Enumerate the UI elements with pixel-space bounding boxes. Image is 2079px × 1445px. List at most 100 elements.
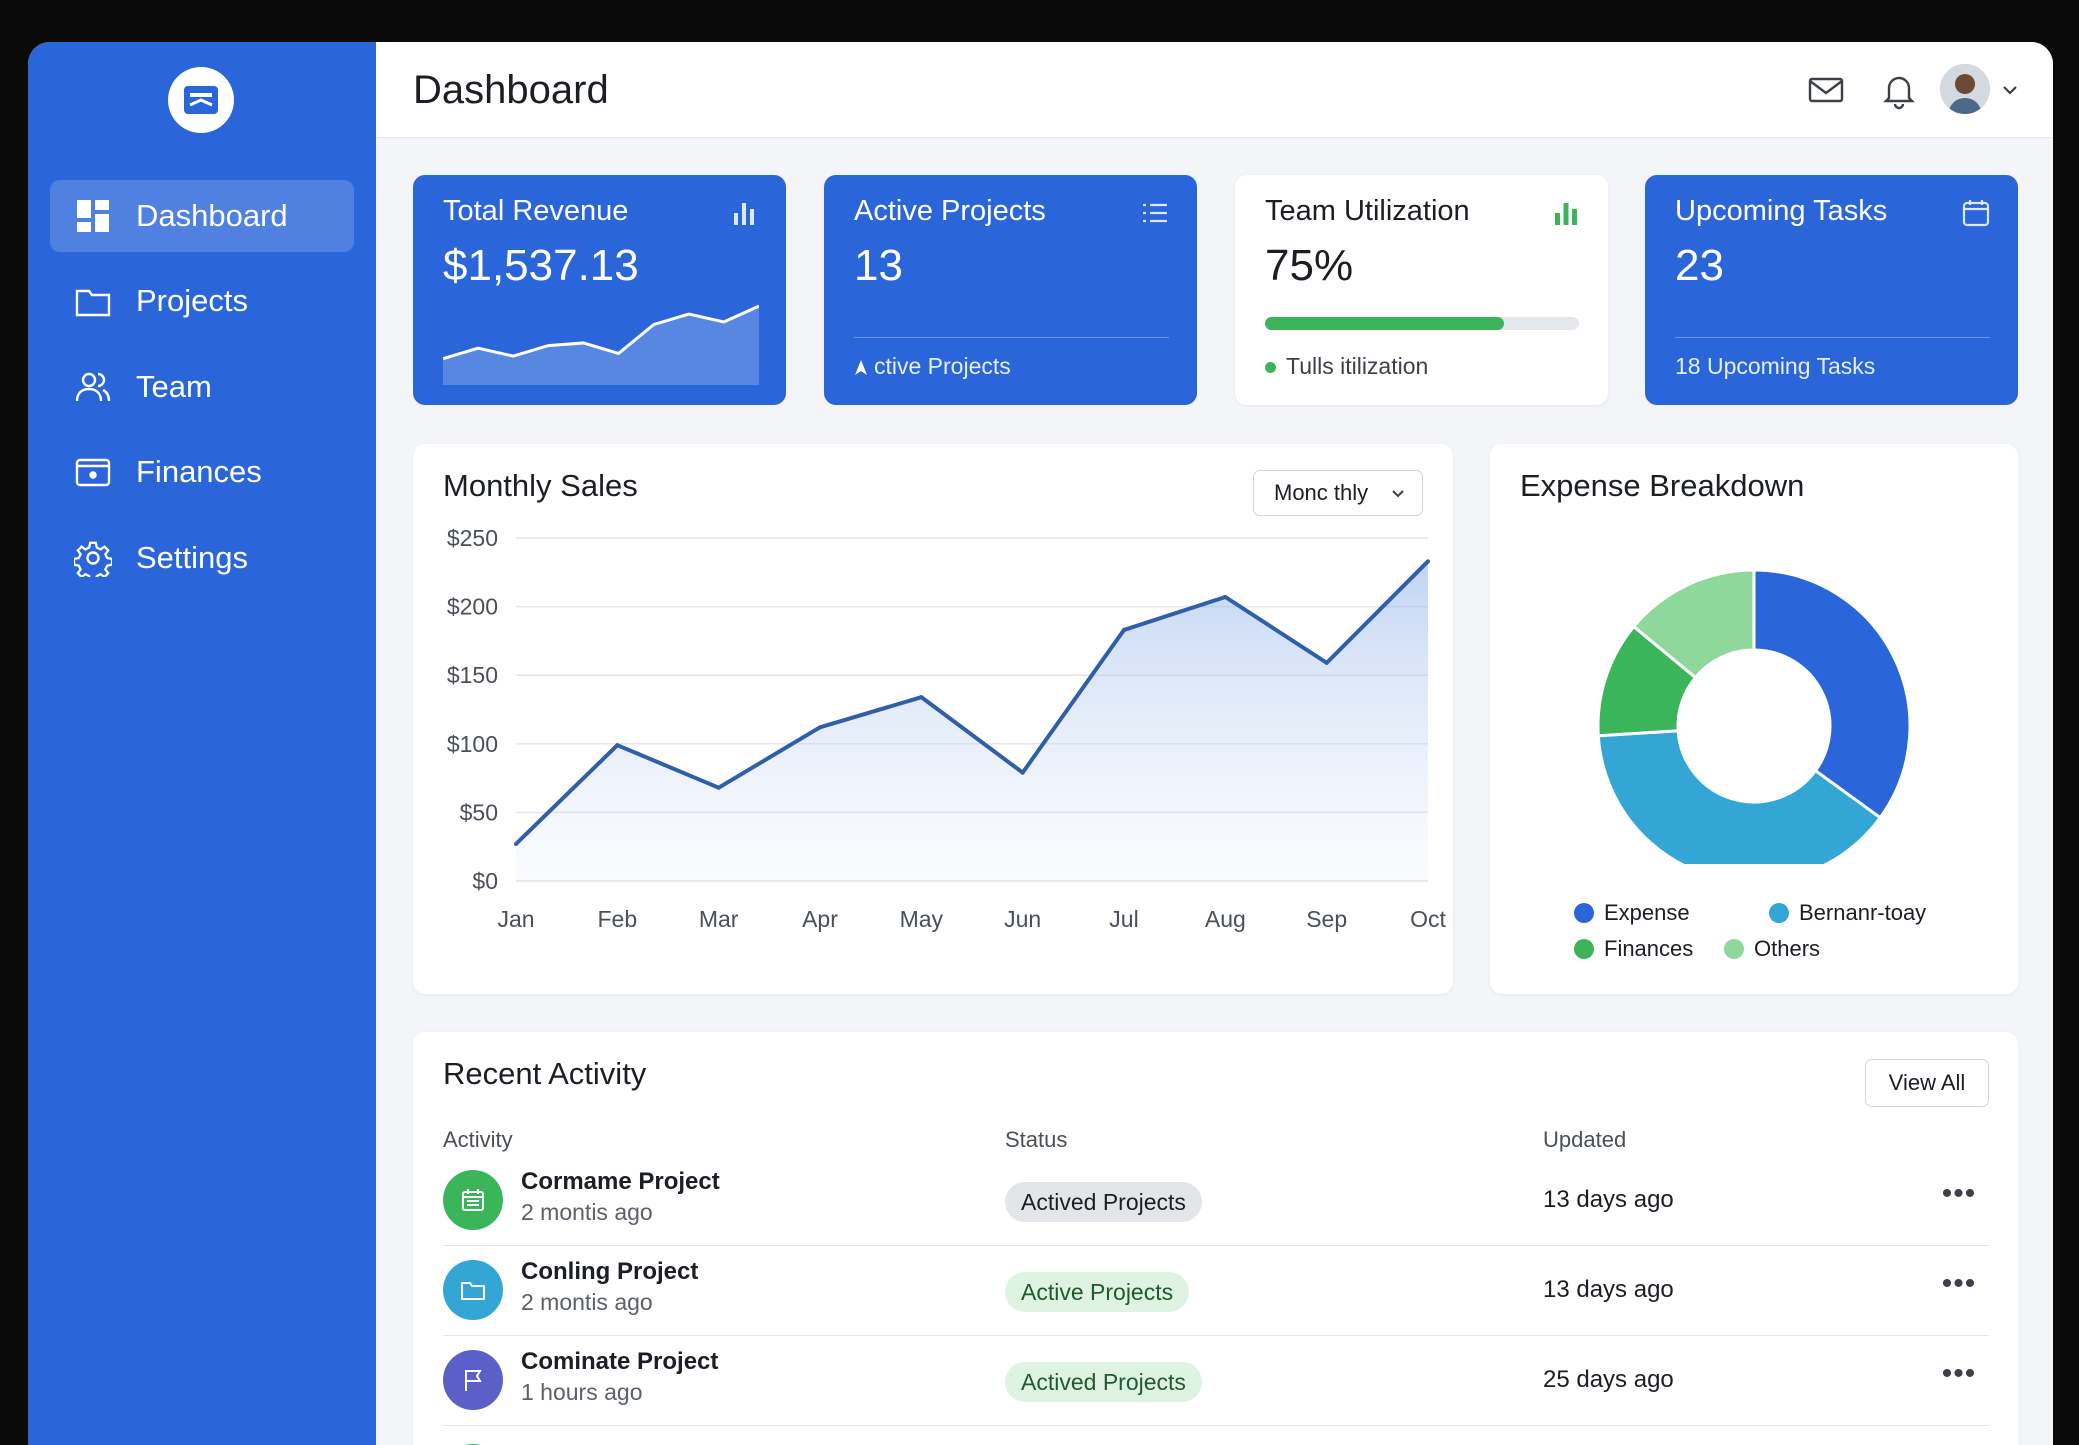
more-options-icon[interactable]: •••: [1941, 1357, 1977, 1390]
stat-value: 75%: [1265, 241, 1354, 290]
more-options-icon[interactable]: •••: [1941, 1267, 1977, 1300]
data-point: [716, 785, 721, 790]
panel-title: Expense Breakdown: [1520, 468, 1805, 503]
card-divider: [854, 337, 1169, 338]
donut-slice: [1631, 568, 1756, 680]
total-revenue-card[interactable]: Total Revenue $1,537.13: [413, 175, 786, 405]
card-divider: [1675, 337, 1990, 338]
row-updated: 13 days ago: [1543, 1186, 1674, 1213]
sidebar-item-label: Dashboard: [136, 198, 288, 233]
data-point: [1020, 770, 1025, 775]
stat-footer: Tulls itilization: [1265, 353, 1428, 380]
row-subtitle: 2 montis ago: [521, 1199, 653, 1225]
row-divider: [443, 1335, 1989, 1336]
sidebar-item-team[interactable]: Team: [50, 351, 354, 423]
stat-title: Active Projects: [854, 195, 1046, 227]
team-utilization-card[interactable]: Team Utilization 75% Tulls itilization: [1235, 175, 1608, 405]
flag-icon: [465, 1370, 482, 1391]
status-badge: Active Projects: [1005, 1272, 1190, 1312]
stat-footer-text: Tulls itilization: [1286, 353, 1429, 379]
y-tick-label: $200: [447, 594, 498, 620]
sparkline-line: [443, 304, 759, 361]
chevron-down-icon: [1392, 490, 1404, 498]
app-logo[interactable]: [168, 67, 234, 133]
y-tick-label: $50: [460, 799, 498, 825]
mail-icon[interactable]: [1806, 70, 1846, 110]
monthly-sales-chart: $0 $50 $100 $150 $200 $250 Jan Feb Mar Apr May Jun J…: [447, 525, 1447, 932]
legend-swatch: [1574, 903, 1594, 923]
range-select[interactable]: Monc thly: [1253, 470, 1423, 516]
row-divider: [443, 1425, 1989, 1426]
stat-value: $1,537.13: [443, 241, 639, 290]
users-icon: [75, 372, 111, 402]
data-point: [615, 743, 620, 748]
more-options-icon[interactable]: •••: [1941, 1177, 1977, 1210]
legend-swatch: [1724, 939, 1744, 959]
expense-breakdown-panel: Expense Breakdown Expense Bernanr-toay F…: [1490, 444, 2018, 994]
x-tick-label: Feb: [598, 906, 638, 932]
avatar[interactable]: [1940, 64, 1990, 114]
wallet-icon: [75, 458, 111, 487]
bell-icon[interactable]: [1879, 70, 1919, 110]
monthly-sales-panel: Monthly Sales Monc thly $0 $50 $100 $150 $20…: [413, 444, 1453, 994]
legend-label: Expense: [1604, 900, 1690, 925]
user-photo-icon: [1940, 64, 1990, 114]
x-tick-label: Apr: [802, 906, 838, 932]
sidebar-item-dashboard[interactable]: Dashboard: [50, 180, 354, 252]
row-subtitle: 1 hours ago: [521, 1379, 643, 1405]
page-title: Dashboard: [413, 68, 609, 112]
top-header: Dashboard: [376, 42, 2053, 138]
legend-item-finances[interactable]: Finances: [1574, 936, 1693, 962]
sidebar-item-finances[interactable]: Finances: [50, 436, 354, 508]
x-tick-label: May: [900, 906, 944, 932]
calendar-icon: [1962, 200, 1990, 227]
view-all-button[interactable]: View All: [1865, 1059, 1989, 1107]
sidebar-item-label: Finances: [136, 454, 262, 489]
legend-swatch: [1769, 903, 1789, 923]
gear-icon: [74, 541, 112, 577]
sidebar: Dashboard Projects Team Finances: [28, 42, 376, 1445]
row-updated: 13 days ago: [1543, 1276, 1674, 1303]
data-point: [1223, 594, 1228, 599]
sales-area: [516, 561, 1428, 881]
panel-title: Recent Activity: [443, 1056, 647, 1091]
table-row[interactable]: Cominate Project 1 hours ago Actived Pro…: [443, 1336, 1989, 1426]
x-tick-label: Jan: [497, 906, 534, 932]
stat-value: 13: [854, 241, 903, 290]
stat-title: Upcoming Tasks: [1675, 195, 1888, 227]
data-point: [818, 725, 822, 730]
logo-icon: [184, 86, 218, 114]
legend-item-bernanr[interactable]: Bernanr-toay: [1769, 900, 1926, 926]
chevron-down-icon[interactable]: [2000, 80, 2020, 100]
app-window: Dashboard Projects Team Finances: [28, 42, 2053, 1445]
rocket-icon: [855, 359, 867, 375]
status-badge: Actived Projects: [1005, 1182, 1202, 1222]
table-row[interactable]: Conling Project 2 montis ago Active Proj…: [443, 1246, 1989, 1336]
legend-item-others[interactable]: Others: [1724, 936, 1820, 962]
range-select-value: Monc thly: [1274, 480, 1369, 505]
revenue-sparkline: [443, 304, 759, 385]
legend-label: Finances: [1604, 936, 1694, 961]
row-name: Cormame Project: [521, 1168, 720, 1195]
column-header-activity: Activity: [443, 1127, 513, 1152]
expense-donut-chart: [1596, 568, 1912, 864]
stat-title: Total Revenue: [443, 195, 629, 227]
sidebar-item-projects[interactable]: Projects: [50, 265, 354, 337]
upcoming-tasks-card[interactable]: Upcoming Tasks 23 18 Upcoming Tasks: [1645, 175, 2018, 405]
panel-title: Monthly Sales: [443, 468, 638, 503]
y-tick-label: $150: [447, 662, 498, 688]
row-name: Cominate Project: [521, 1348, 719, 1375]
column-header-updated: Updated: [1543, 1127, 1627, 1152]
recent-activity-panel: Recent Activity View All Activity Status…: [413, 1032, 2018, 1445]
data-point: [514, 841, 518, 846]
table-row[interactable]: Cormame Project 2 montis ago Actived Pro…: [443, 1156, 1989, 1246]
folder-icon: [75, 289, 111, 317]
legend-item-expense[interactable]: Expense: [1574, 900, 1690, 926]
utilization-progress-fill: [1265, 317, 1504, 330]
sales-line: [514, 559, 1430, 846]
sidebar-item-settings[interactable]: Settings: [50, 522, 354, 594]
data-point: [1426, 559, 1430, 564]
active-projects-card[interactable]: Active Projects 13 ctive Projects: [824, 175, 1197, 405]
legend-swatch: [1574, 939, 1594, 959]
status-badge: Actived Projects: [1005, 1362, 1202, 1402]
